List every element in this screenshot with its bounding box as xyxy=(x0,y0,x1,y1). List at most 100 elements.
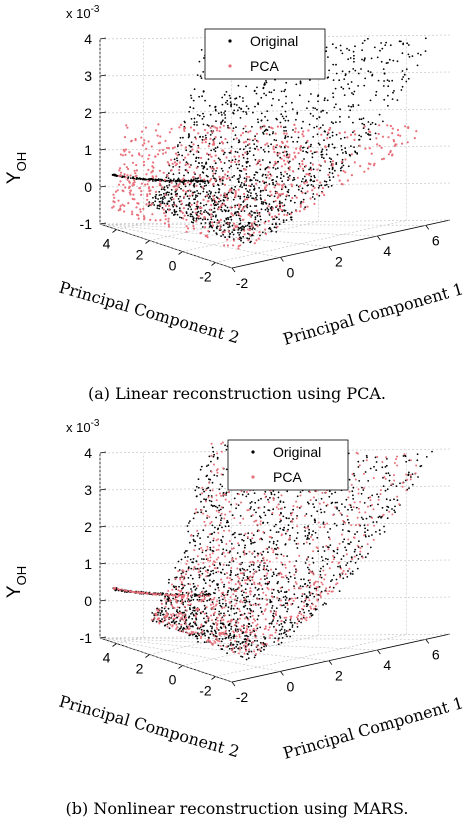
point-pca xyxy=(253,581,256,584)
point-pca xyxy=(182,207,185,210)
point-pca xyxy=(234,160,237,163)
point-original xyxy=(174,566,177,569)
point-original xyxy=(327,558,329,561)
point-original xyxy=(335,103,337,106)
point-original xyxy=(260,497,262,500)
point-pca xyxy=(354,524,357,527)
point-original xyxy=(227,226,230,229)
point-pca xyxy=(131,210,134,213)
point-original xyxy=(233,497,236,500)
point-original xyxy=(282,175,285,178)
point-original xyxy=(296,140,299,143)
point-pca xyxy=(302,130,305,133)
point-pca xyxy=(220,578,223,581)
point-pca xyxy=(123,173,126,176)
point-original xyxy=(212,539,215,542)
point-pca xyxy=(200,547,203,549)
point-original xyxy=(239,184,242,186)
point-original xyxy=(193,202,196,205)
point-original xyxy=(183,551,186,554)
point-original xyxy=(307,100,310,103)
point-original xyxy=(209,489,212,492)
point-pca xyxy=(183,214,186,217)
point-original xyxy=(353,90,356,93)
point-original xyxy=(187,214,189,217)
point-pca xyxy=(217,538,219,541)
point-original xyxy=(187,190,190,192)
point-original xyxy=(236,643,239,646)
x-tick-label: 4 xyxy=(383,243,391,259)
point-pca xyxy=(240,490,243,493)
point-original xyxy=(214,172,217,175)
point-original xyxy=(193,512,196,515)
point-pca xyxy=(346,136,349,139)
point-original xyxy=(253,509,256,511)
point-original xyxy=(221,182,224,185)
point-original xyxy=(312,561,315,564)
point-original xyxy=(333,147,336,149)
point-original xyxy=(165,610,167,612)
point-original xyxy=(230,571,233,574)
point-original xyxy=(296,532,299,534)
point-original xyxy=(259,516,262,519)
point-pca xyxy=(289,212,293,215)
point-original xyxy=(260,201,263,203)
point-original xyxy=(330,121,333,123)
point-original xyxy=(230,503,233,506)
point-pca xyxy=(240,501,242,504)
point-original xyxy=(358,540,360,543)
point-pca xyxy=(197,626,200,629)
point-original xyxy=(278,200,281,203)
point-original xyxy=(281,115,284,118)
point-original xyxy=(272,200,275,203)
point-original xyxy=(203,617,205,620)
point-pca xyxy=(127,167,130,171)
point-original xyxy=(329,528,332,530)
point-pca xyxy=(188,632,191,635)
point-original xyxy=(199,192,202,195)
point-original xyxy=(333,522,336,525)
point-pca xyxy=(135,169,138,172)
point-original xyxy=(361,486,363,489)
point-pca xyxy=(225,629,227,632)
point-pca xyxy=(203,178,206,181)
point-pca xyxy=(210,213,213,216)
point-pca xyxy=(234,620,237,623)
point-pca xyxy=(393,140,396,143)
point-original xyxy=(196,535,199,537)
point-pca xyxy=(268,560,271,563)
point-pca xyxy=(291,185,294,188)
point-pca xyxy=(158,617,161,620)
point-original xyxy=(258,569,261,572)
point-pca xyxy=(235,602,238,605)
point-original xyxy=(212,175,214,177)
point-pca xyxy=(331,561,334,564)
point-pca xyxy=(379,493,382,496)
point-pca xyxy=(269,190,272,193)
point-original xyxy=(273,218,276,221)
point-pca xyxy=(206,236,209,239)
point-pca xyxy=(314,580,317,583)
point-original xyxy=(246,144,249,147)
point-original xyxy=(315,125,318,128)
gridline-y xyxy=(116,637,144,644)
point-original xyxy=(332,122,335,125)
point-original xyxy=(374,123,377,126)
point-pca xyxy=(182,618,185,621)
point-original xyxy=(302,169,305,172)
point-original xyxy=(268,203,271,206)
point-pca xyxy=(325,545,328,547)
x-tick-mark xyxy=(425,225,430,230)
point-pca xyxy=(266,559,268,562)
point-original xyxy=(211,601,214,604)
point-original xyxy=(261,175,264,177)
point-pca xyxy=(152,617,155,620)
point-pca xyxy=(299,144,303,148)
point-original xyxy=(284,543,287,546)
point-pca xyxy=(321,191,324,194)
point-original xyxy=(205,184,208,187)
point-original xyxy=(227,124,229,127)
point-original xyxy=(260,198,262,201)
point-pca xyxy=(262,180,265,183)
point-original xyxy=(235,621,237,624)
